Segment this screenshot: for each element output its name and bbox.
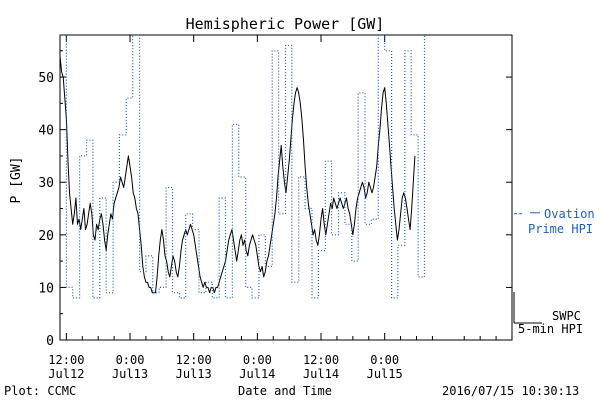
series-line-swpc bbox=[60, 55, 416, 294]
x-tick-time-label: 0:00 bbox=[243, 353, 272, 367]
plot-frame bbox=[59, 34, 513, 341]
y-tick-label: 0 bbox=[46, 334, 54, 349]
x-tick-date-label: Jul15 bbox=[367, 367, 403, 381]
x-tick-date-label: Jul13 bbox=[112, 367, 148, 381]
x-tick-time-label: 12:00 bbox=[303, 353, 339, 367]
x-tick-date-label: Jul12 bbox=[48, 367, 84, 381]
plot-area: 0102030405012:00Jul120:00Jul1312:00Jul13… bbox=[38, 34, 513, 381]
legend-ovation-label: Prime HPI bbox=[528, 222, 593, 236]
legend-ovation-label: Ovation bbox=[544, 207, 595, 221]
legend-swpc-label: 5-min HPI bbox=[518, 322, 583, 336]
x-tick-date-label: Jul14 bbox=[239, 367, 275, 381]
y-tick-label: 30 bbox=[38, 176, 54, 191]
y-tick-label: 40 bbox=[38, 124, 54, 139]
series-line-ovation bbox=[60, 35, 426, 299]
y-axis-label: P [GW] bbox=[9, 157, 24, 204]
x-tick-date-label: Jul14 bbox=[303, 367, 339, 381]
x-tick-time-label: 0:00 bbox=[370, 353, 399, 367]
y-tick-label: 10 bbox=[38, 281, 54, 296]
legend-swpc-label: SWPC bbox=[552, 309, 581, 323]
x-tick-time-label: 12:00 bbox=[48, 353, 84, 367]
x-tick-time-label: 12:00 bbox=[176, 353, 212, 367]
plot-timestamp: 2016/07/15 10:30:13 bbox=[442, 384, 579, 398]
chart-title: Hemispheric Power [GW] bbox=[186, 15, 385, 33]
x-axis-label: Date and Time bbox=[238, 384, 332, 398]
y-tick-label: 50 bbox=[38, 71, 54, 86]
y-tick-label: 20 bbox=[38, 229, 54, 244]
plot-credit: Plot: CCMC bbox=[4, 384, 76, 398]
x-tick-time-label: 0:00 bbox=[116, 353, 145, 367]
x-tick-date-label: Jul13 bbox=[176, 367, 212, 381]
